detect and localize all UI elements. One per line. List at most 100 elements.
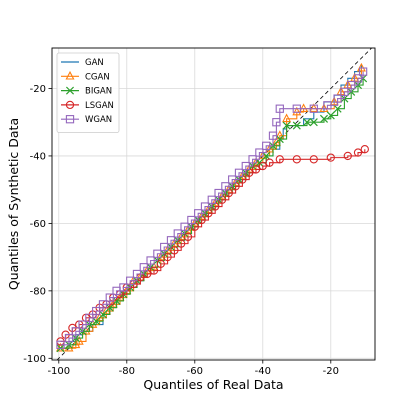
wgan-line (60, 71, 364, 346)
y-tick-label: -20 (30, 84, 46, 95)
wgan-point (241, 161, 250, 171)
bigan-point (302, 118, 312, 127)
y-tick-label: -80 (30, 286, 46, 297)
cgan-point (282, 113, 292, 123)
wgan-point (160, 242, 169, 252)
legend-label: BIGAN (85, 87, 112, 97)
bigan-point (326, 111, 335, 120)
cgan-point (108, 298, 118, 308)
wgan-point (187, 215, 196, 225)
legend-label: CGAN (85, 72, 110, 82)
wgan-point (292, 104, 301, 113)
lsgan-point (183, 232, 193, 242)
cgan-point (292, 106, 302, 116)
legend-marker (65, 115, 75, 124)
wgan-point (200, 202, 210, 211)
bigan-point (309, 118, 318, 127)
bigan-point (282, 121, 291, 130)
wgan-point (358, 67, 368, 76)
wgan-point (64, 333, 74, 343)
lsgan-point (360, 145, 369, 154)
legend-box (56, 52, 120, 133)
wgan-point (347, 80, 356, 90)
cgan-point (309, 103, 319, 112)
wgan-point (268, 131, 278, 140)
legend-label: LSGAN (85, 101, 114, 111)
wgan-point (85, 313, 94, 322)
cgan-point (95, 312, 105, 322)
wgan-point (194, 209, 203, 218)
cgan-point (142, 265, 152, 274)
bigan-point (333, 104, 342, 113)
wgan-point (98, 300, 108, 309)
cgan-point (115, 292, 125, 301)
wgan-point (333, 94, 342, 103)
bigan-point (319, 114, 329, 123)
legend-marker (65, 86, 75, 95)
wgan-point (132, 269, 142, 279)
x-tick-label: -80 (119, 366, 135, 377)
wgan-point (262, 141, 271, 150)
cgan-point (190, 218, 200, 227)
cgan-point (197, 211, 207, 220)
wgan-point (340, 87, 349, 96)
wgan-point (180, 222, 189, 231)
legend-item-lsgan: LSGAN (61, 100, 114, 111)
cgan-point (74, 336, 84, 345)
bigan-point (98, 310, 108, 319)
bigan-point (255, 158, 264, 167)
lsgan-point (170, 246, 179, 255)
axis-ticks: -100 -80 -60 -40 -20 -100 -80 -60 -40 -20 (23, 84, 339, 377)
cgan-point (299, 103, 309, 112)
wgan-point (221, 182, 230, 191)
x-tick-label: -40 (255, 366, 271, 377)
wgan-point (126, 276, 135, 285)
legend-item-bigan: BIGAN (61, 86, 112, 97)
wgan-point (248, 155, 257, 164)
lsgan-point (156, 259, 165, 269)
lsgan-point (177, 239, 186, 248)
wgan-point (272, 118, 281, 127)
bigan-point (262, 151, 271, 160)
cgan-point (210, 197, 220, 207)
y-tick-label: -40 (30, 151, 46, 162)
lsgan-point (309, 155, 318, 164)
wgan-point (119, 283, 128, 292)
x-tick-label: -100 (47, 366, 70, 377)
lsgan-point (149, 266, 159, 275)
bigan-point (92, 317, 101, 326)
wgan-point (105, 293, 114, 302)
cgan-point (101, 305, 111, 315)
bigan-point (275, 135, 284, 144)
wgan-point (228, 175, 237, 184)
wgan-point (71, 327, 80, 336)
x-tick-label: -20 (323, 366, 339, 377)
cgan-point (244, 164, 254, 173)
lsgan-point (275, 155, 284, 164)
cgan-point (265, 143, 275, 153)
wgan-point (56, 340, 65, 349)
legend-item-gan: GAN (61, 58, 104, 68)
wgan-point (309, 104, 318, 113)
legend: GAN CGAN BIGAN LSGAN WGAN (56, 52, 120, 133)
cgan-point (231, 177, 241, 187)
cgan-point (217, 191, 227, 200)
legend-label: WGAN (85, 115, 112, 125)
wgan-point (153, 249, 162, 258)
y-axis-label: Quantiles of Synthetic Data (6, 118, 21, 290)
lsgan-point (343, 151, 352, 161)
bigan-point (292, 121, 301, 130)
cgan-point (329, 96, 339, 106)
x-tick-label: -60 (187, 366, 203, 377)
wgan-point (234, 168, 244, 177)
lsgan-point (163, 252, 172, 262)
lsgan-point (353, 148, 363, 157)
lsgan-point (258, 161, 267, 171)
legend-label: GAN (85, 58, 104, 68)
wgan-point (275, 104, 284, 113)
wgan-point (166, 236, 176, 245)
legend-item-wgan: WGAN (61, 115, 112, 125)
cgan-point (55, 342, 66, 352)
cgan-point (237, 170, 247, 180)
